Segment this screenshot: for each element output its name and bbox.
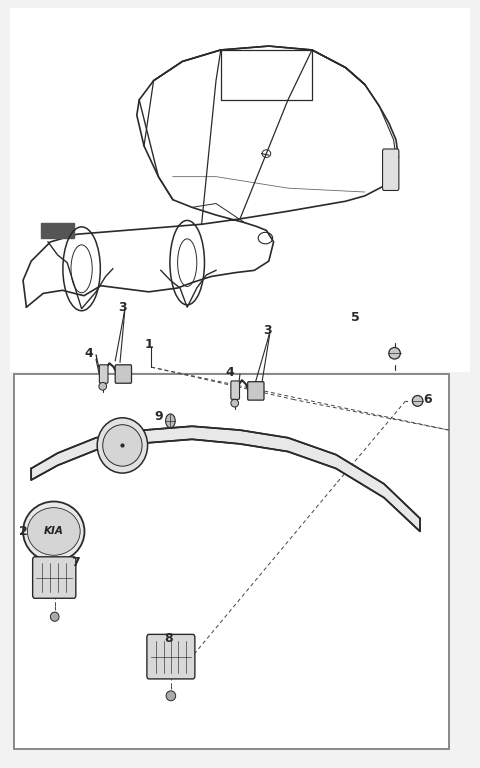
Text: 8: 8	[165, 633, 173, 645]
Text: 5: 5	[351, 311, 360, 323]
FancyBboxPatch shape	[147, 634, 195, 679]
FancyBboxPatch shape	[33, 557, 76, 598]
Ellipse shape	[27, 508, 80, 555]
Ellipse shape	[166, 691, 176, 700]
Ellipse shape	[231, 399, 239, 407]
Text: 7: 7	[71, 556, 80, 568]
FancyBboxPatch shape	[99, 365, 108, 383]
Text: 4: 4	[84, 347, 93, 359]
FancyBboxPatch shape	[115, 365, 132, 383]
Text: 3: 3	[119, 301, 127, 313]
Bar	[14, 374, 449, 749]
Text: 1: 1	[144, 338, 153, 350]
Ellipse shape	[99, 382, 107, 390]
Text: 2: 2	[19, 525, 28, 538]
Text: 4: 4	[226, 366, 234, 379]
FancyBboxPatch shape	[231, 381, 240, 399]
Polygon shape	[31, 426, 420, 531]
Text: 6: 6	[423, 393, 432, 406]
Text: KIA: KIA	[44, 526, 64, 537]
Ellipse shape	[166, 414, 175, 428]
Text: 9: 9	[155, 410, 163, 422]
Ellipse shape	[389, 347, 400, 359]
Ellipse shape	[412, 396, 423, 406]
Ellipse shape	[97, 418, 148, 473]
Ellipse shape	[50, 612, 59, 621]
Bar	[10, 8, 470, 372]
Ellipse shape	[23, 502, 84, 561]
Ellipse shape	[103, 425, 142, 466]
Bar	[41, 223, 74, 238]
FancyBboxPatch shape	[383, 149, 399, 190]
FancyBboxPatch shape	[248, 382, 264, 400]
Text: 3: 3	[263, 324, 272, 336]
